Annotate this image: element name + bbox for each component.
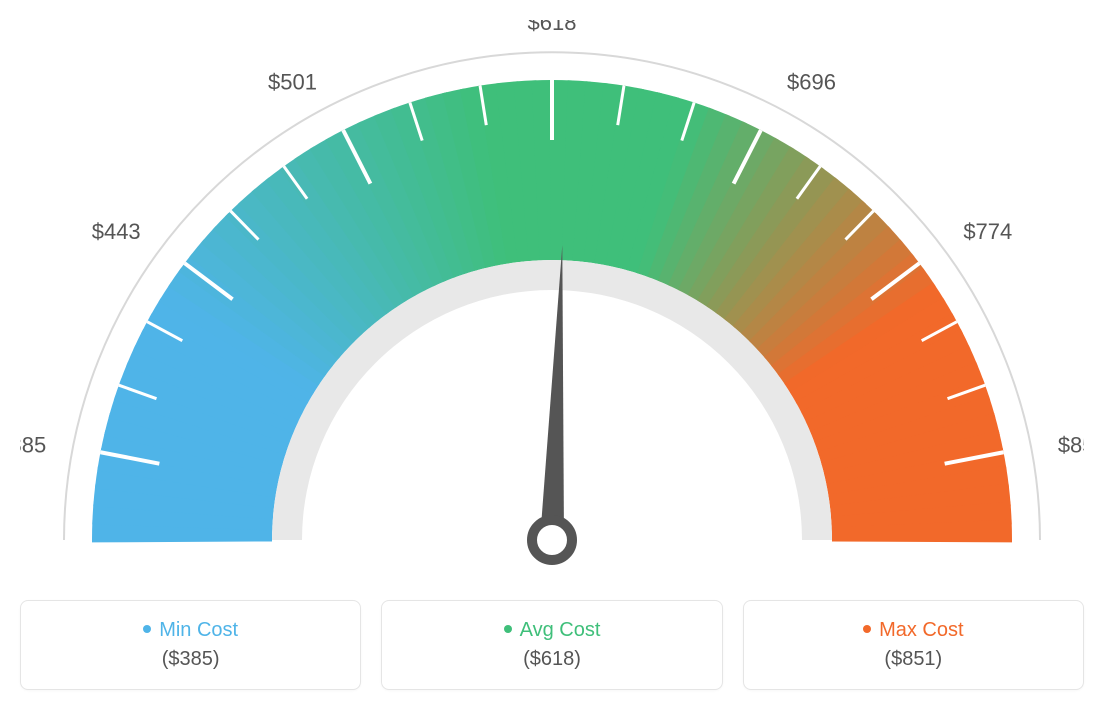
legend-min-label: Min Cost bbox=[159, 619, 238, 641]
legend-max-title: Max Cost bbox=[754, 619, 1073, 642]
gauge-tick-label: $696 bbox=[787, 69, 836, 94]
gauge-tick-label: $501 bbox=[268, 69, 317, 94]
legend-card-avg: Avg Cost ($618) bbox=[381, 600, 722, 690]
legend-row: Min Cost ($385) Avg Cost ($618) Max Cost… bbox=[20, 600, 1084, 690]
legend-max-label: Max Cost bbox=[879, 619, 963, 641]
legend-min-title: Min Cost bbox=[31, 619, 350, 642]
legend-card-min: Min Cost ($385) bbox=[20, 600, 361, 690]
gauge-needle-base bbox=[532, 520, 572, 560]
legend-max-value: ($851) bbox=[754, 648, 1073, 671]
legend-avg-title: Avg Cost bbox=[392, 619, 711, 642]
gauge-svg: $385 $443 $501 $618 $696 $774 $851 bbox=[20, 20, 1084, 580]
gauge-tick-label: $618 bbox=[528, 20, 577, 35]
legend-avg-label: Avg Cost bbox=[520, 619, 601, 641]
dot-icon bbox=[504, 625, 512, 633]
gauge-tick-label: $851 bbox=[1058, 433, 1084, 458]
dot-icon bbox=[863, 625, 871, 633]
gauge-tick-label: $443 bbox=[92, 219, 141, 244]
gauge-area: $385 $443 $501 $618 $696 $774 $851 bbox=[20, 20, 1084, 580]
legend-avg-value: ($618) bbox=[392, 648, 711, 671]
gauge-tick-label: $385 bbox=[20, 433, 46, 458]
legend-card-max: Max Cost ($851) bbox=[743, 600, 1084, 690]
legend-min-value: ($385) bbox=[31, 648, 350, 671]
gauge-chart-container: $385 $443 $501 $618 $696 $774 $851 Min Cost ($… bbox=[20, 20, 1084, 690]
gauge-tick-label: $774 bbox=[963, 219, 1012, 244]
dot-icon bbox=[143, 625, 151, 633]
